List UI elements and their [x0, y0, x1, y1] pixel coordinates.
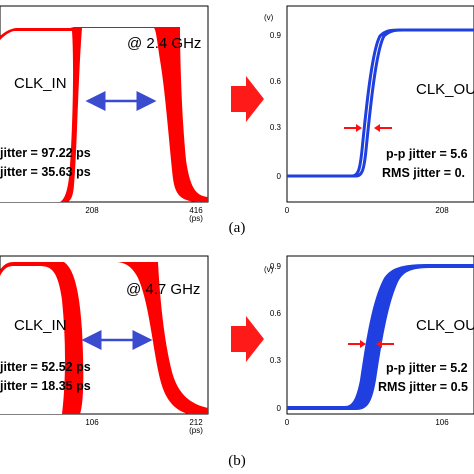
x-unit-label: (ps)	[189, 214, 203, 223]
caption: (b)	[228, 453, 246, 469]
left-panel-b: @ 4.7 GHz CLK_IN jitter = 52.52 ps jitte…	[0, 255, 209, 435]
jitter-arrow-left-head	[356, 124, 362, 132]
signal-label: CLK_IN	[14, 317, 67, 334]
transition-arrow	[231, 316, 264, 362]
output-waveform-edge	[290, 28, 474, 178]
x-tick-label: 212	[189, 418, 203, 427]
row-b: @ 4.7 GHz CLK_IN jitter = 52.52 ps jitte…	[0, 255, 474, 469]
signal-label: CLK_OU	[416, 317, 474, 334]
x-tick-label: 0	[285, 418, 290, 427]
jitter-arrow-right-head	[374, 124, 380, 132]
x-tick-label: 0	[285, 206, 290, 215]
plot-frame	[286, 5, 474, 203]
x-unit-label: (ps)	[189, 426, 203, 435]
right-panel-b: (v) 0.9 0.6 0.3 0 0 106 CLK_OU p-p jitte…	[264, 255, 474, 427]
rms-jitter-text: jitter = 18.35 ps	[0, 379, 91, 393]
y-tick-label: 0	[277, 172, 282, 181]
pp-jitter-text: jitter = 97.22 ps	[0, 146, 91, 160]
y-tick-label: 0.9	[270, 262, 282, 271]
y-tick-label: 0.6	[270, 309, 282, 318]
right-panel-a: (v) 0.9 0.6 0.3 0 0 208 CLK_OU p-p jitte…	[264, 5, 474, 215]
pp-jitter-text: jitter = 52.52 ps	[0, 360, 91, 374]
y-tick-label: 0.3	[270, 356, 282, 365]
frequency-label: @ 2.4 GHz	[127, 35, 201, 52]
jitter-arrow-left-head	[360, 340, 366, 348]
rms-jitter-text: RMS jitter = 0.5	[378, 380, 468, 394]
x-tick-label: 106	[435, 418, 449, 427]
y-tick-label: 0.3	[270, 123, 282, 132]
y-unit-label: (v)	[264, 265, 274, 274]
pp-jitter-text: p-p jitter = 5.2	[386, 361, 468, 375]
rms-jitter-text: RMS jitter = 0.	[382, 166, 465, 180]
y-unit-label: (v)	[264, 13, 274, 22]
y-tick-label: 0	[277, 404, 282, 413]
signal-label: CLK_OU	[416, 81, 474, 98]
y-tick-label: 0.6	[270, 77, 282, 86]
output-edge-band	[287, 264, 474, 410]
rms-jitter-text: jitter = 35.63 ps	[0, 165, 91, 179]
x-tick-label: 106	[85, 418, 99, 427]
x-tick-label: 416	[189, 206, 203, 215]
pp-jitter-text: p-p jitter = 5.6	[386, 147, 468, 161]
signal-label: CLK_IN	[14, 75, 67, 92]
y-tick-label: 0.9	[270, 31, 282, 40]
transition-arrow	[231, 76, 264, 122]
x-tick-label: 208	[85, 206, 99, 215]
input-eye-hole	[0, 31, 74, 202]
frequency-label: @ 4.7 GHz	[126, 281, 200, 298]
caption: (a)	[229, 220, 246, 236]
x-tick-label: 208	[435, 206, 449, 215]
input-eye-hole	[0, 266, 65, 414]
jitter-arrow-right-head	[376, 340, 382, 348]
row-a: @ 2.4 GHz CLK_IN jitter = 97.22 ps jitte…	[0, 5, 474, 236]
left-panel-a: @ 2.4 GHz CLK_IN jitter = 97.22 ps jitte…	[0, 5, 209, 223]
